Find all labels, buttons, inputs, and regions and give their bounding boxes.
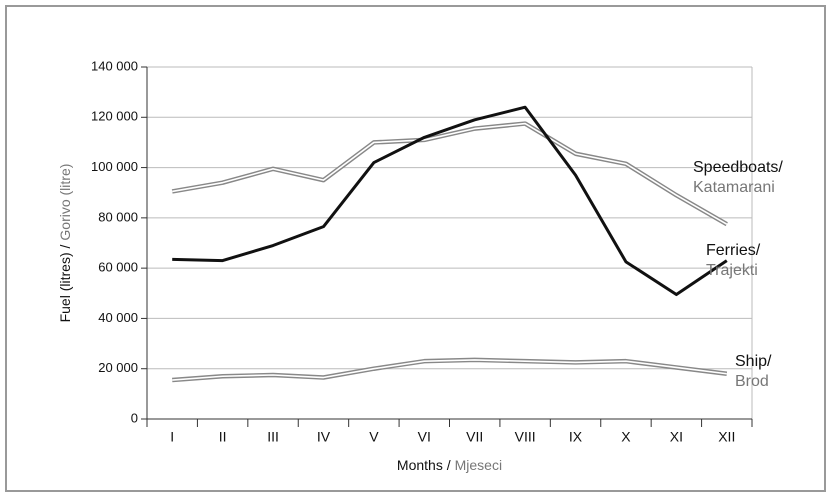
y-tick-label: 60 000	[98, 260, 138, 275]
x-axis-title: Months / Mjeseci	[397, 457, 502, 473]
y-tick-label: 100 000	[91, 159, 138, 174]
x-tick-label: XII	[718, 429, 735, 445]
frame	[5, 5, 826, 492]
x-tick-label: VI	[418, 429, 431, 445]
x-tick-label: VII	[466, 429, 483, 445]
x-tick-label: XI	[670, 429, 683, 445]
series-label: Speedboats/	[693, 159, 783, 176]
x-tick-label: II	[219, 429, 227, 445]
series-label: Ship/	[735, 353, 772, 370]
x-tick-label: IX	[569, 429, 583, 445]
y-tick-label: 40 000	[98, 310, 138, 325]
series-line-inner	[172, 359, 727, 381]
x-axis-title-en: Months /	[397, 457, 451, 473]
y-tick-label: 120 000	[91, 109, 138, 124]
series-label-hr: Katamarani	[693, 179, 775, 196]
series-label-hr: Trajekti	[706, 262, 758, 279]
x-tick-label: X	[621, 429, 631, 445]
y-axis-title-en: Fuel (litres) /	[57, 245, 73, 323]
y-tick-label: 20 000	[98, 360, 138, 375]
series-line	[172, 105, 728, 297]
x-tick-label: V	[369, 429, 379, 445]
x-tick-label: VIII	[515, 429, 536, 445]
x-tick-label: III	[267, 429, 279, 445]
y-tick-label: 0	[131, 410, 138, 425]
y-axis-title: Fuel (litres) / Gorivo (litre)	[57, 164, 73, 323]
series-label: Ferries/	[706, 242, 761, 259]
series-label-hr: Brod	[735, 373, 769, 390]
x-axis-title-hr: Mjeseci	[455, 457, 502, 473]
y-tick-label: 80 000	[98, 209, 138, 224]
y-tick-label: 140 000	[91, 58, 138, 73]
x-tick-label: IV	[317, 429, 331, 445]
series-line-inner	[172, 122, 728, 225]
x-tick-label: I	[170, 429, 174, 445]
y-axis-title-hr: Gorivo (litre)	[57, 164, 73, 241]
